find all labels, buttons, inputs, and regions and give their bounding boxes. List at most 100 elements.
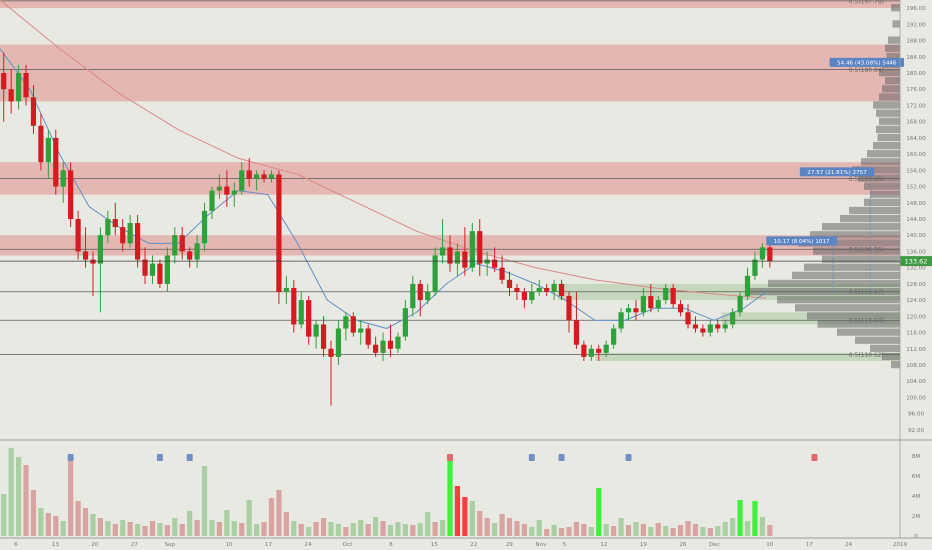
price-tick-label: 156.00 [906,168,926,174]
volume-profile-bar [840,214,900,223]
volume-bar [53,516,59,536]
volume-bar [313,522,319,536]
volume-bar [8,448,14,536]
price-tick-label: 116.00 [906,331,926,337]
time-axis[interactable]: 6 13 20 27 Sep 10 17 24 Oct 8 15 22 29 Nov 5 12 19 26 Dec 1… [14,542,907,548]
volume-bar [536,520,542,536]
price-tick-label: 132.00 [906,266,926,272]
volume-bar [172,518,178,536]
volume-bar [343,527,349,536]
candle-body [246,170,252,179]
dividend-marker-icon[interactable] [186,454,193,461]
volume-bar [187,511,193,536]
candle-body [611,328,617,345]
measure-box[interactable] [829,57,904,67]
level-label: 0.5(126.07) [849,289,884,296]
volume-bar [499,514,505,536]
volume-profile-bar [807,312,900,320]
candle-body [254,174,260,179]
volume-profile-bar [892,20,900,28]
candle-body [425,292,431,301]
volume-bar [306,527,312,536]
candle-body [484,259,490,264]
measure-box[interactable] [799,167,875,177]
candle-body [216,186,223,191]
price-tick-label: 152.00 [906,185,926,191]
candle-body [439,247,446,256]
candle-body [172,235,178,256]
candle-body [432,255,438,292]
candle-body [387,340,394,349]
candle-body [201,210,208,244]
candle-body [677,304,684,313]
dividend-marker-icon[interactable] [625,454,632,461]
volume-bar [425,512,431,536]
volume-bar [149,521,156,536]
candle-body [744,275,751,297]
earnings-marker-icon[interactable] [447,454,453,461]
volume-bar [417,523,423,536]
volume-profile-bar [867,150,900,158]
volume-bar [179,524,185,536]
candle-body [715,324,721,329]
measure-box[interactable] [766,236,838,246]
candle-body [581,344,587,357]
candle-body [120,227,126,244]
candle-body [112,219,118,228]
volume-bar [38,508,44,536]
candle-body [283,287,289,292]
resistance-zone [0,0,900,9]
price-tick-label: 168.00 [906,120,926,126]
price-axis[interactable]: 92.00 96.00 100.00 104.00 108.00 112.00 116.00… [899,0,926,538]
volume-tick-label: 0 [914,534,918,540]
dividend-marker-icon[interactable] [67,454,74,461]
volume-profile-bar [885,77,900,85]
volume-bar [380,521,386,536]
earnings-marker-icon[interactable] [811,454,818,461]
candle-body [558,283,565,297]
volume-bar [15,457,22,536]
candle-body [544,287,550,292]
volume-axis[interactable]: 0 2M 4M 6M 8M [912,454,921,540]
candle-body [1,73,7,90]
candle-body [276,174,282,292]
candle-body [536,287,542,292]
candle-body [588,348,594,357]
candle-body [38,125,44,163]
volume-bar [254,524,260,536]
level-label: 0.5(153.95) [849,176,884,183]
volume-bar [573,522,580,536]
candle-body [8,89,14,102]
time-tick-label: 6 [14,542,18,548]
candle-body [45,137,51,163]
resistance-zone [0,44,900,102]
volume-bar [529,527,535,536]
volume-profile-bar [804,263,900,271]
volume-bar [239,523,245,536]
candle-body [633,308,639,313]
volume-bar [373,517,379,536]
candle-body [97,235,104,264]
candle-body [224,186,230,195]
candle-body [700,328,706,333]
candle-body [164,255,170,284]
volume-profile-bar [879,93,900,101]
candle-body [618,312,624,329]
volume-bar [670,528,676,536]
volume-profile-bar [885,44,900,52]
candle-body [663,287,669,301]
candle-body [462,251,468,268]
volume-bar [454,486,461,536]
dividend-marker-icon[interactable] [558,454,565,461]
dividend-marker-icon[interactable] [156,454,163,461]
volume-bar [23,465,29,536]
volume-bar [581,524,587,536]
dividend-marker-icon[interactable] [528,454,535,461]
price-tick-label: 192.00 [906,22,926,28]
candle-body [15,73,22,102]
price-tick-label: 100.00 [906,395,926,401]
candle-body [157,263,163,284]
volume-bar [469,501,475,536]
candle-body [529,292,535,301]
